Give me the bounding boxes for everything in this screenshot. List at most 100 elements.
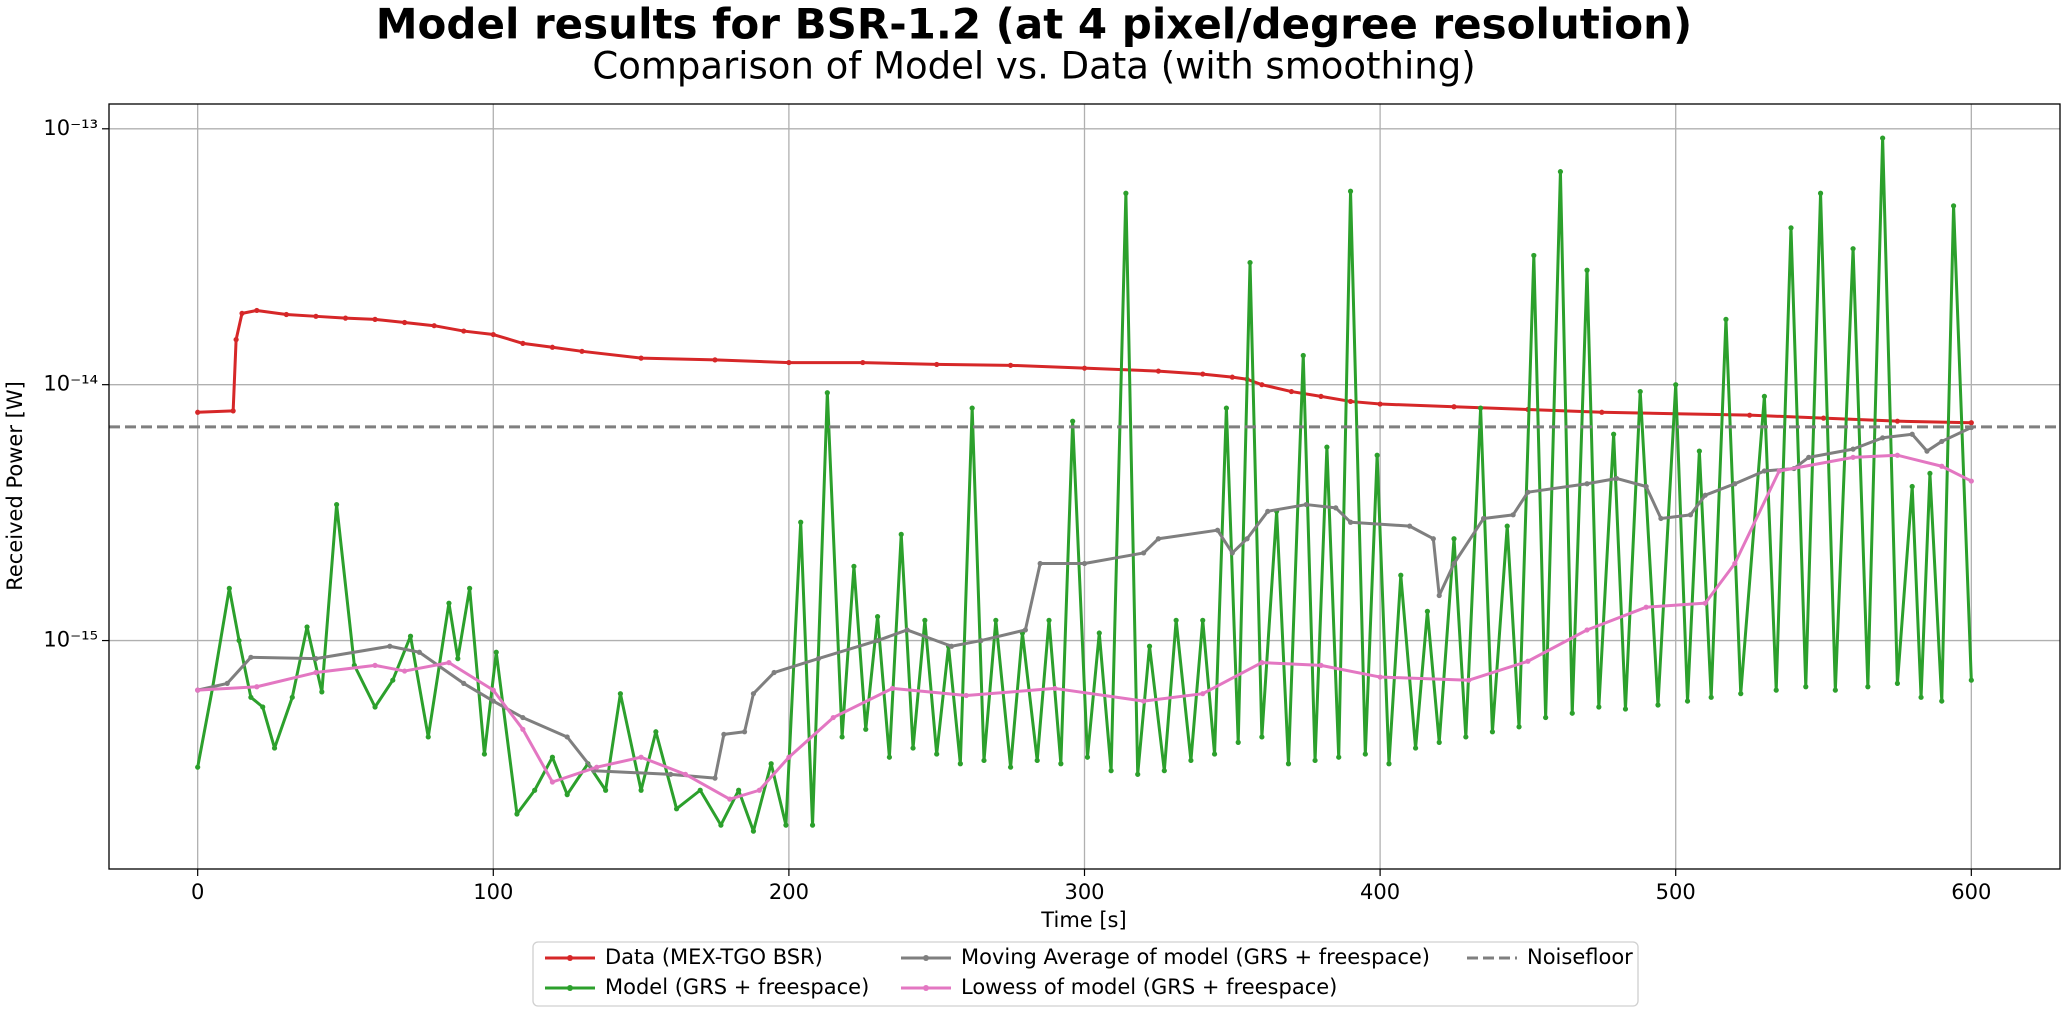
plot-frame [108, 103, 2061, 870]
point [402, 319, 408, 326]
point [1146, 643, 1153, 649]
point [1516, 724, 1522, 730]
point [461, 680, 467, 687]
x-tick-label: 600 [1951, 880, 1991, 904]
point [1141, 698, 1147, 704]
point [1096, 630, 1102, 636]
point [638, 355, 644, 361]
point [1070, 418, 1076, 424]
point [1235, 739, 1241, 745]
point [922, 617, 928, 623]
point [1424, 608, 1431, 614]
point [1531, 252, 1537, 259]
point [481, 751, 488, 757]
point [594, 764, 600, 770]
point [993, 617, 999, 623]
point [1081, 560, 1088, 567]
point [682, 771, 689, 777]
point [1478, 405, 1484, 411]
point [564, 734, 570, 740]
point [786, 754, 792, 760]
point [1312, 757, 1318, 764]
x-tick-label: 100 [473, 880, 513, 904]
point [514, 811, 520, 817]
point [1543, 714, 1549, 721]
x-tick-label: 400 [1360, 880, 1400, 904]
legend-label: Model (GRS + freespace) [605, 975, 869, 999]
point [520, 726, 526, 732]
point [407, 633, 414, 639]
point [289, 694, 295, 700]
point [1761, 468, 1767, 474]
point [224, 680, 230, 687]
point [549, 344, 556, 350]
point [981, 757, 987, 764]
point [532, 787, 538, 793]
point [233, 337, 239, 343]
chart-title: Model results for BSR-1.2 (at 4 pixel/de… [376, 0, 1692, 49]
point [1436, 592, 1442, 599]
point [830, 714, 836, 721]
point [1229, 550, 1235, 556]
point [750, 828, 757, 834]
point [230, 408, 236, 414]
point [254, 684, 260, 690]
point [1832, 687, 1838, 693]
point [1173, 617, 1179, 623]
point [1525, 658, 1531, 664]
point [1894, 418, 1901, 424]
point [697, 787, 703, 793]
point [1300, 352, 1306, 359]
point [416, 649, 422, 655]
point [1655, 702, 1661, 708]
point [1022, 627, 1028, 633]
point [1259, 660, 1265, 666]
point [1939, 698, 1945, 704]
point [1188, 757, 1194, 764]
point [1557, 169, 1564, 175]
point [1850, 246, 1856, 252]
point [1377, 674, 1383, 680]
point [1806, 454, 1812, 460]
point [1599, 409, 1605, 415]
point [860, 359, 866, 366]
point [756, 787, 762, 793]
point [1161, 768, 1167, 774]
point [1613, 475, 1620, 482]
y-tick-label: 10⁻¹³ [43, 116, 98, 140]
point [195, 409, 201, 415]
point [1950, 203, 1957, 209]
point [1622, 706, 1629, 712]
point [1155, 368, 1162, 374]
point [798, 519, 804, 525]
point [1412, 745, 1419, 751]
point [1463, 734, 1469, 740]
point [1927, 470, 1933, 477]
point [461, 328, 467, 334]
point [1776, 468, 1782, 474]
chart-subtitle: Comparison of Model vs. Data (with smoot… [592, 45, 1475, 88]
point [969, 405, 975, 411]
y-axis-label: Received Power [W] [3, 381, 27, 591]
point [1347, 188, 1354, 194]
point [1696, 448, 1702, 454]
point [863, 726, 869, 732]
point [948, 643, 955, 649]
point [1773, 687, 1779, 693]
point [579, 348, 585, 354]
point [1259, 734, 1265, 740]
point [1939, 438, 1945, 445]
point [490, 331, 496, 338]
point [1084, 754, 1091, 760]
point [1510, 512, 1516, 518]
point [963, 692, 969, 699]
point [304, 624, 310, 630]
point [402, 668, 408, 674]
point [1229, 374, 1235, 380]
point [1684, 698, 1691, 704]
point [824, 390, 830, 396]
point [1569, 710, 1575, 716]
point [839, 734, 845, 740]
point [490, 687, 496, 693]
point [653, 729, 659, 735]
